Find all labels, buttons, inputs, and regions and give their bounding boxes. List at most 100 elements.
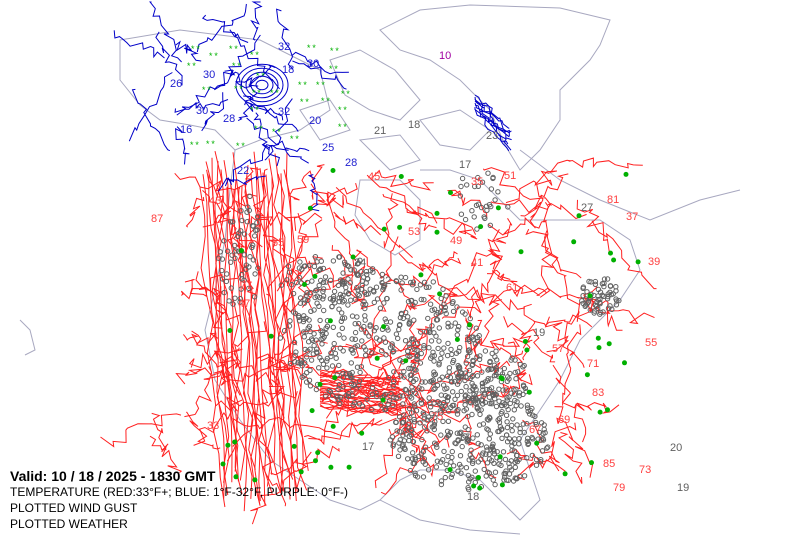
station-circle <box>302 263 308 269</box>
station-circle <box>322 274 329 280</box>
warm-contour-line <box>489 337 533 347</box>
station-circle <box>388 390 394 397</box>
weather-rain-dot <box>497 454 503 460</box>
station-circle <box>454 332 460 338</box>
warm-contour-line <box>208 172 230 496</box>
warm-contour-line <box>411 444 435 478</box>
station-circle <box>506 376 512 382</box>
weather-rain-dot <box>471 483 477 489</box>
station-circle <box>363 330 369 336</box>
station-circle <box>219 256 226 262</box>
warm-temperature-label: 41 <box>471 257 483 269</box>
warm-contour-line <box>568 157 643 169</box>
station-circle <box>444 434 450 441</box>
station-circle <box>382 406 388 413</box>
station-circle <box>418 296 424 303</box>
warm-temperature-label: 55 <box>645 337 657 349</box>
station-circle <box>504 424 511 431</box>
warm-temperature-label: 85 <box>603 458 615 470</box>
station-circle <box>341 315 348 321</box>
station-circle <box>417 282 424 288</box>
station-circle <box>440 400 447 406</box>
station-circle <box>281 328 288 334</box>
station-circle <box>462 402 468 408</box>
station-circle <box>467 338 473 345</box>
weather-rain-dot <box>454 337 460 342</box>
station-circle <box>438 392 444 398</box>
weather-rain-dot <box>233 474 239 480</box>
cold-contour-line <box>276 8 294 70</box>
station-circle <box>452 320 458 326</box>
station-circle <box>426 395 432 401</box>
weather-rain-dot <box>595 335 601 341</box>
station-circle <box>470 372 476 379</box>
station-circle <box>433 333 439 339</box>
warm-contour-line <box>333 211 382 236</box>
weather-rain-dot <box>584 372 590 378</box>
station-circle <box>426 414 432 420</box>
cold-contour-line <box>224 175 266 187</box>
weather-rain-dot <box>374 355 380 361</box>
station-circle <box>426 345 432 351</box>
station-circle <box>451 463 457 469</box>
station-circle <box>507 400 513 407</box>
station-circle <box>533 456 540 463</box>
warm-contour-line <box>533 314 593 328</box>
station-circle <box>459 175 466 182</box>
station-circle <box>520 364 526 370</box>
station-circle <box>408 279 414 286</box>
station-circle <box>359 286 365 293</box>
station-circle <box>229 252 235 258</box>
weather-rain-dot <box>635 259 641 265</box>
station-circle <box>493 403 500 410</box>
cold-temperature-label: 32 <box>278 106 290 118</box>
weather-rain-dot <box>434 210 440 216</box>
warm-temperature-label: 73 <box>639 464 651 476</box>
weather-snow-symbol: ** <box>337 106 348 116</box>
station-circle <box>336 306 342 312</box>
station-circle <box>529 452 535 459</box>
station-circle <box>398 274 404 280</box>
station-circle <box>419 379 425 385</box>
station-circle <box>393 419 399 426</box>
warm-contour-line <box>482 167 553 206</box>
cold-temperature-label: 32 <box>278 41 290 53</box>
station-circle <box>490 175 496 182</box>
station-circle <box>580 284 587 290</box>
station-circle <box>463 374 469 380</box>
weather-rain-dot <box>605 407 610 413</box>
warm-temperature-label: 33 <box>207 420 219 432</box>
station-circle <box>444 352 451 359</box>
station-circle <box>251 294 258 300</box>
station-circle <box>339 325 345 331</box>
cold-contour-line <box>175 40 202 62</box>
cold-contour-line <box>175 126 190 165</box>
warm-contour-line <box>418 257 462 271</box>
station-circle <box>399 280 405 286</box>
station-circle <box>238 286 244 292</box>
weather-snow-symbol: ** <box>320 97 331 107</box>
warm-temperature-label: 35 <box>471 176 483 188</box>
station-circle <box>478 204 485 211</box>
station-circle <box>363 347 369 353</box>
station-circle <box>524 405 531 411</box>
station-circle <box>293 349 299 355</box>
station-circle <box>407 344 413 350</box>
station-circle <box>524 455 530 461</box>
station-circle <box>467 315 473 322</box>
weather-snow-symbol: ** <box>255 72 266 82</box>
station-circle <box>307 346 313 352</box>
station-circle <box>297 300 304 306</box>
station-circle <box>221 238 227 244</box>
station-circle <box>474 404 480 411</box>
station-circle <box>485 417 492 423</box>
station-circle <box>484 460 491 466</box>
warm-contour-line <box>356 249 417 311</box>
station-circle <box>314 300 320 306</box>
station-circle <box>545 444 551 450</box>
station-circle <box>290 290 297 297</box>
station-circle <box>323 325 329 331</box>
station-plots: ****************************************… <box>186 44 641 493</box>
station-circle <box>400 315 406 322</box>
